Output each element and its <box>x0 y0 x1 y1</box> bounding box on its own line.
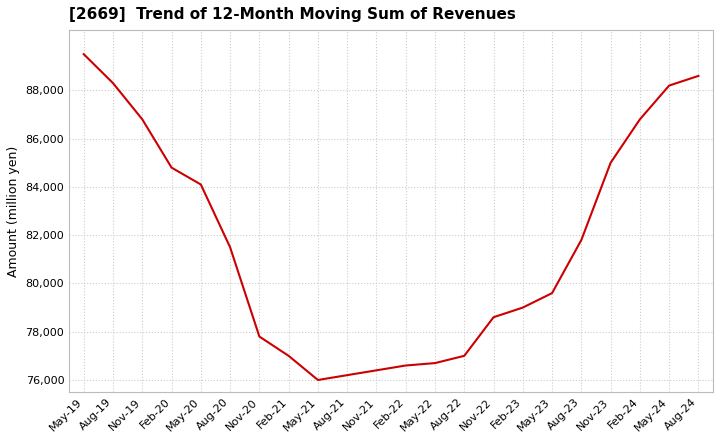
Y-axis label: Amount (million yen): Amount (million yen) <box>7 146 20 277</box>
Text: [2669]  Trend of 12-Month Moving Sum of Revenues: [2669] Trend of 12-Month Moving Sum of R… <box>69 7 516 22</box>
